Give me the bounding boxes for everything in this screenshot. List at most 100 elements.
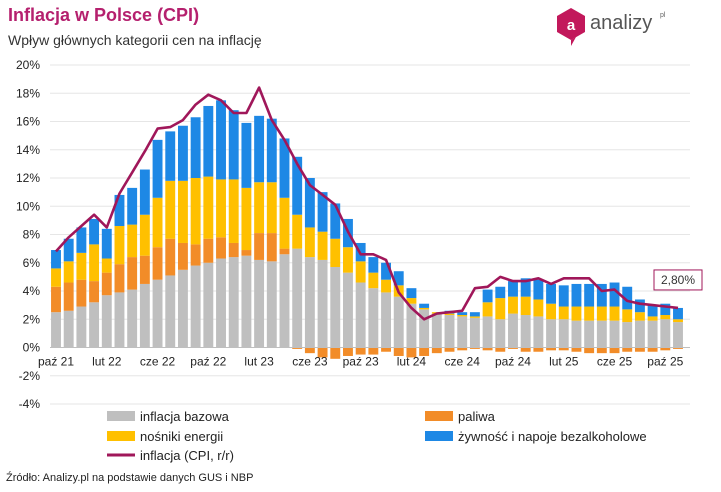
bar-segment: [393, 271, 404, 286]
bar-segment: [381, 279, 391, 293]
x-tick-label: cze 25: [597, 355, 633, 369]
bar-segment: [508, 281, 518, 297]
y-tick-label: -2%: [19, 369, 41, 383]
bar-segment: [89, 244, 100, 282]
bar-segment: [292, 347, 303, 349]
bar-segment: [190, 117, 201, 178]
bar-segment: [279, 197, 290, 249]
legend-label: paliwa: [458, 409, 496, 424]
bar-segment: [203, 262, 214, 348]
bar-segment: [317, 259, 328, 348]
y-tick-label: 18%: [16, 86, 40, 100]
bar-segment: [622, 309, 633, 323]
annotation-label: 2,80%: [661, 273, 695, 287]
bar-segment: [254, 233, 265, 260]
legend-label: inflacja bazowa: [140, 409, 230, 424]
bar-segment: [343, 347, 353, 356]
y-tick-label: 20%: [16, 58, 40, 72]
x-tick-label: paź 25: [647, 355, 683, 369]
bar-segment: [660, 303, 671, 316]
bar-segment: [381, 292, 391, 348]
bar-segment: [673, 319, 683, 323]
bar-segment: [165, 238, 176, 276]
logo: a analizy pl: [554, 6, 714, 50]
value-annotation: 2,80%: [653, 269, 703, 291]
x-tick-label: cze 23: [292, 355, 328, 369]
bar-segment: [152, 139, 163, 198]
bar-segment: [495, 286, 506, 299]
bar-segment: [393, 347, 404, 356]
bar-segment: [63, 261, 74, 283]
x-tick-label: lut 24: [397, 355, 427, 369]
bar-segment: [355, 282, 366, 348]
bar-segment: [482, 316, 493, 348]
bar-segment: [381, 347, 391, 352]
bar-segment: [317, 192, 328, 232]
bar-segment: [546, 303, 557, 320]
bar-segment: [330, 266, 341, 348]
bar-segment: [304, 257, 315, 348]
bar-segment: [317, 231, 328, 260]
bar-segment: [152, 247, 163, 280]
bar-segment: [584, 283, 595, 307]
bar-segment: [393, 296, 404, 348]
bar-segment: [419, 307, 430, 310]
bar-segment: [533, 299, 544, 317]
bar-segment: [495, 347, 506, 352]
bar-segment: [190, 244, 201, 266]
bar-segment: [254, 259, 265, 348]
y-tick-label: 4%: [23, 284, 41, 298]
bar-segment: [609, 347, 620, 354]
bar-segment: [165, 131, 176, 181]
x-tick-label: cze 22: [140, 355, 176, 369]
bar-segment: [673, 347, 683, 349]
logo-superscript: pl: [660, 12, 666, 19]
bar-segment: [51, 250, 61, 269]
bar-segment: [406, 347, 417, 358]
bar-segment: [596, 320, 607, 348]
bar-segment: [406, 303, 417, 348]
x-tick-label: cze 24: [445, 355, 481, 369]
bar-segment: [304, 347, 315, 354]
legend-label: żywność i napoje bezalkoholowe: [458, 429, 647, 444]
bar-segment: [203, 238, 214, 263]
bar-segment: [165, 180, 176, 239]
bar-segment: [343, 247, 353, 273]
bar-segment: [216, 237, 226, 259]
bar-segment: [241, 187, 252, 251]
logo-mark-icon: a: [557, 8, 585, 46]
x-tick-label: lut 22: [92, 355, 122, 369]
bar-segment: [634, 320, 645, 348]
bar-segment: [508, 347, 518, 349]
bar-segment: [558, 285, 569, 307]
bar-segment: [63, 310, 74, 348]
y-tick-label: 0%: [23, 341, 41, 355]
bar-segment: [216, 100, 226, 180]
bar-segment: [647, 305, 658, 317]
bar-segment: [596, 306, 607, 321]
bar-segment: [254, 182, 265, 234]
bar-segment: [355, 261, 366, 283]
x-tick-label: paź 22: [190, 355, 226, 369]
cpi-line-layer: [55, 86, 679, 321]
bar-segment: [406, 298, 417, 304]
bar-segment: [571, 283, 582, 307]
bar-segment: [368, 272, 379, 289]
bar-segment: [101, 272, 112, 296]
bar-segment: [76, 252, 87, 280]
bar-segment: [228, 242, 239, 258]
bar-segment: [368, 288, 379, 348]
bar-segment: [634, 312, 645, 321]
bar-segment: [114, 264, 125, 293]
bar-segment: [469, 317, 480, 348]
bar-segment: [152, 197, 163, 248]
bar-segment: [228, 179, 239, 243]
bar-segment: [431, 347, 442, 354]
bar-segment: [660, 347, 671, 351]
bar-segment: [609, 320, 620, 348]
bar-segment: [622, 322, 633, 348]
bar-segment: [63, 282, 74, 311]
bar-segment: [51, 268, 61, 287]
bar-segment: [266, 233, 277, 262]
